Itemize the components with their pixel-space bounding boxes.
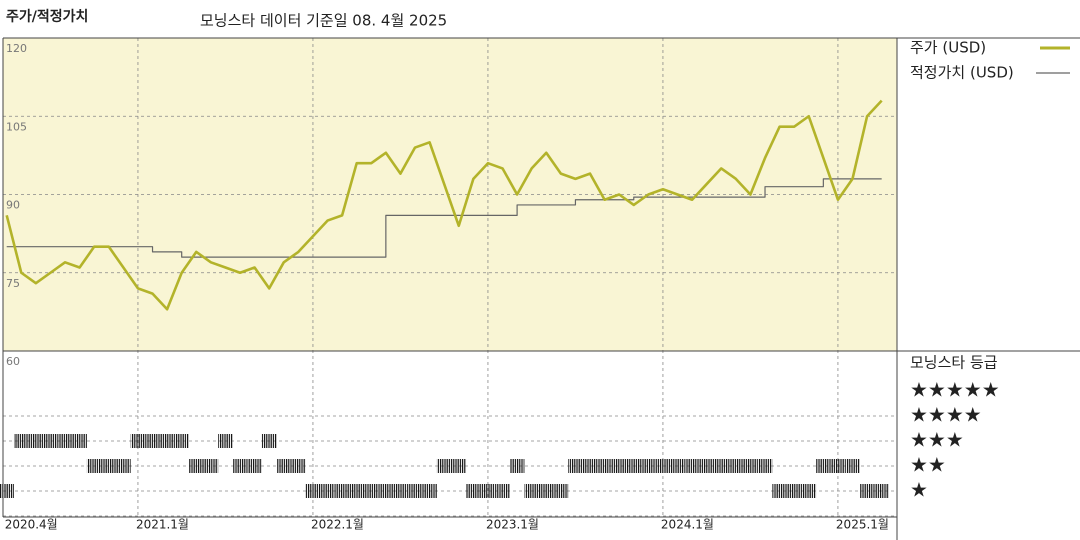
rating-bar	[480, 484, 496, 498]
rating-legend: ★★★	[910, 428, 964, 452]
rating-bar	[116, 459, 131, 473]
rating-bar	[0, 484, 14, 498]
rating-bar	[568, 459, 583, 473]
rating-bar	[261, 434, 277, 448]
rating-bar	[247, 459, 262, 473]
y-tick-label: 105	[6, 120, 27, 133]
rating-bar	[393, 484, 408, 498]
rating-bar	[786, 484, 802, 498]
x-tick-label: 2021.1월	[136, 518, 189, 532]
rating-bar	[436, 459, 452, 473]
rating-legend: ★	[910, 478, 928, 502]
x-tick-label: 2024.1월	[661, 518, 714, 532]
rating-bar	[363, 484, 379, 498]
rating-bar	[743, 459, 758, 473]
x-tick-label: 2022.1월	[311, 518, 364, 532]
rating-bar	[101, 459, 117, 473]
rating-legend: ★★	[910, 453, 946, 477]
rating-bar	[13, 434, 29, 448]
rating-legend: ★★★★	[910, 403, 982, 427]
rating-bar	[305, 484, 321, 498]
rating-bar	[626, 459, 642, 473]
rating-bar	[86, 459, 102, 473]
rating-bar	[28, 434, 44, 448]
rating-bar	[684, 459, 700, 473]
rating-bar	[611, 459, 627, 473]
rating-bar	[597, 459, 612, 473]
rating-bar	[713, 459, 729, 473]
rating-bar	[218, 434, 233, 448]
rating-legend: ★★★★★	[910, 378, 1000, 402]
rating-bar	[553, 484, 569, 498]
rating-bar	[801, 484, 817, 498]
rating-bar	[451, 459, 467, 473]
rating-bar	[699, 459, 714, 473]
series-line	[5, 99, 883, 311]
rating-bar	[641, 459, 656, 473]
rating-bar	[874, 484, 889, 498]
rating-bar	[772, 484, 787, 498]
rating-bar	[509, 459, 525, 473]
series-line	[6, 178, 882, 258]
rating-title: 모닝스타 등급	[910, 354, 998, 372]
x-tick-label: 2025.1월	[836, 518, 889, 532]
legend-label: 적정가치 (USD)	[910, 64, 1014, 82]
x-tick-label: 2020.4월	[5, 518, 58, 532]
rating-bar	[816, 459, 831, 473]
rating-bar	[859, 484, 875, 498]
rating-bar	[757, 459, 773, 473]
y-tick-label: 75	[6, 277, 20, 290]
rating-bar	[145, 434, 160, 448]
rating-bar	[188, 459, 204, 473]
rating-bar	[407, 484, 423, 498]
rating-bar	[378, 484, 394, 498]
rating-bar	[232, 459, 248, 473]
rating-bar	[159, 434, 175, 448]
rating-bar	[524, 484, 539, 498]
rating-bar	[291, 459, 306, 473]
rating-bar	[334, 484, 350, 498]
legend-label: 주가 (USD)	[910, 39, 986, 57]
y-tick-label: 120	[6, 42, 27, 55]
rating-bar	[276, 459, 292, 473]
rating-bar	[538, 484, 554, 498]
rating-bar	[495, 484, 510, 498]
rating-bar	[320, 484, 335, 498]
rating-bar	[422, 484, 437, 498]
rating-bar	[670, 459, 685, 473]
chart-subtitle: 모닝스타 데이터 기준일 08. 4월 2025	[200, 12, 447, 30]
rating-bar	[43, 434, 58, 448]
rating-bar	[57, 434, 73, 448]
rating-bar	[728, 459, 744, 473]
rating-bar	[130, 434, 146, 448]
rating-bar	[466, 484, 481, 498]
rating-bar	[845, 459, 860, 473]
rating-bar	[349, 484, 364, 498]
rating-bar	[655, 459, 671, 473]
rating-bar	[203, 459, 219, 473]
y-tick-label: 60	[6, 355, 20, 368]
rating-bar	[72, 434, 87, 448]
rating-bar	[582, 459, 598, 473]
y-tick-label: 90	[6, 199, 20, 212]
rating-bar	[174, 434, 189, 448]
x-tick-label: 2023.1월	[486, 518, 539, 532]
chart-title: 주가/적정가치	[6, 8, 88, 25]
rating-bar	[830, 459, 846, 473]
